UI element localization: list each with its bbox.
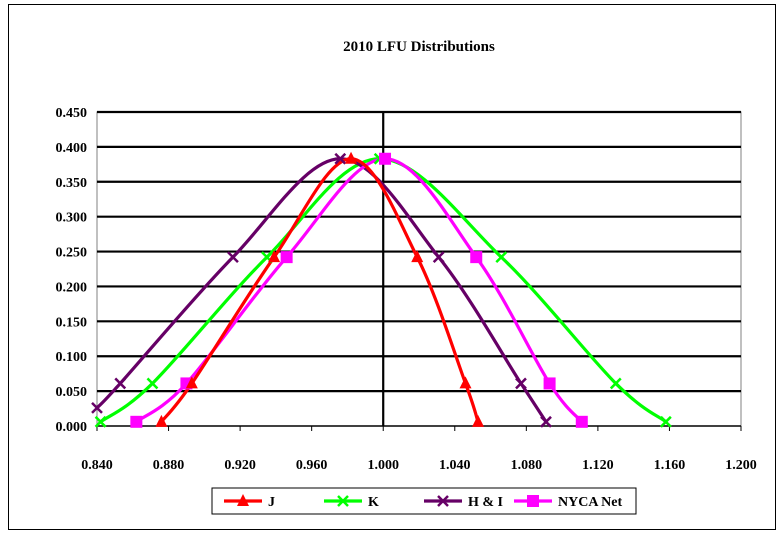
x-tick-label: 1.040 [439,458,471,473]
data-point [470,251,483,264]
data-point [345,151,358,164]
x-tick-label: 1.160 [654,458,686,473]
x-tick-label: 0.880 [153,458,185,473]
data-point [432,251,445,264]
legend-label: J [268,495,275,510]
y-tick-label: 0.200 [56,280,88,295]
data-point [659,415,672,428]
y-tick-label: 0.100 [56,350,88,365]
data-point [472,414,485,427]
x-tick-label: 1.200 [725,458,757,473]
legend-label: H & I [468,495,503,510]
data-point [280,251,293,264]
legend-label: NYCA Net [558,495,622,510]
legend-marker [337,495,349,507]
data-point [268,250,281,263]
x-tick-label: 1.080 [511,458,543,473]
data-point [540,415,552,428]
y-tick-label: 0.250 [56,246,88,261]
data-point [94,415,107,428]
y-tick-label: 0.000 [56,420,88,435]
data-point [575,415,588,428]
y-tick-label: 0.300 [56,211,88,226]
data-point [91,401,103,414]
legend-label: K [368,495,379,510]
x-tick-label: 0.840 [81,458,113,473]
data-point [379,152,392,165]
data-point [130,415,143,428]
x-tick-label: 0.920 [224,458,256,473]
y-tick-label: 0.150 [56,315,88,330]
x-tick-label: 0.960 [296,458,328,473]
y-tick-label: 0.400 [56,141,88,156]
data-point [459,376,472,389]
plot-area [96,111,742,427]
x-tick-label: 1.000 [367,458,399,473]
data-point [609,377,622,390]
y-tick-label: 0.350 [56,176,88,191]
data-point [185,376,198,389]
data-point [495,251,508,264]
y-tick-label: 0.050 [56,385,88,400]
data-point [515,377,527,390]
y-tick-label: 0.450 [56,106,88,121]
data-point [155,414,168,427]
data-point [146,377,159,390]
data-point [334,152,347,165]
legend-marker [527,495,539,507]
legend-marker [237,494,249,506]
x-tick-label: 1.120 [582,458,614,473]
data-point [114,377,127,390]
chart-title: 2010 LFU Distributions [343,39,495,55]
legend-marker [437,495,449,507]
data-point [411,250,424,263]
data-point [227,251,239,264]
data-point [543,377,556,390]
